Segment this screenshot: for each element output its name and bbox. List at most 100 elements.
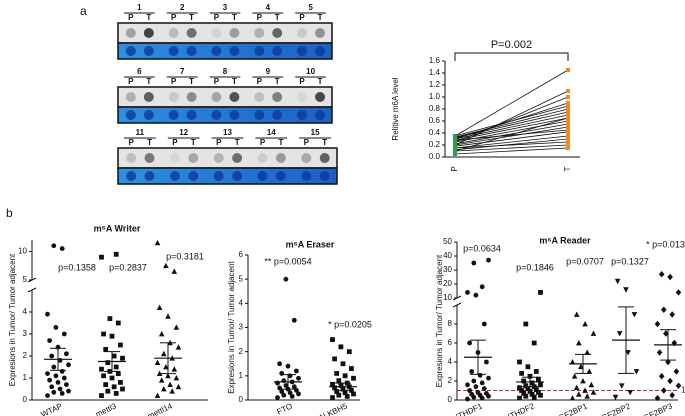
pair-line (454, 108, 569, 138)
data-point (118, 342, 123, 348)
x-tick-label: IGF2BP3 (640, 401, 674, 416)
y-tick-label: 10 (18, 247, 27, 256)
blot-dot (211, 46, 222, 56)
chart-title: m⁶A Writer (94, 223, 141, 233)
y-tick-label: 6 (239, 250, 244, 259)
data-point (61, 375, 67, 381)
blot-dot (315, 46, 326, 56)
pair-line (454, 141, 569, 149)
lane-label: T (147, 138, 152, 147)
lane-label: T (235, 138, 240, 147)
data-point (296, 375, 301, 381)
y-tick-label: 4 (448, 357, 453, 366)
data-point (525, 364, 531, 370)
data-point (633, 369, 640, 375)
blot-dot (213, 153, 224, 163)
pair-line (454, 69, 569, 137)
data-point (469, 369, 475, 374)
y-tick-label: 0.4 (429, 128, 441, 137)
data-point (533, 369, 539, 374)
blot-dot (126, 171, 137, 181)
data-point (344, 393, 350, 399)
blot-dot (254, 28, 265, 38)
data-point (113, 364, 119, 370)
y-tick-label: 5 (23, 275, 28, 284)
data-point (465, 290, 470, 295)
pair-line (454, 102, 569, 140)
sample-number: 1 (137, 3, 142, 12)
pair-line (454, 147, 569, 155)
data-point (167, 381, 173, 387)
data-point (285, 363, 291, 369)
data-point (566, 89, 570, 93)
chart-title: m⁶A Reader (539, 235, 591, 245)
blot-dot (125, 46, 136, 56)
data-point (465, 382, 470, 388)
y-tick-label: 1.6 (429, 56, 441, 65)
pair-line (454, 129, 569, 141)
blot-dot (229, 28, 240, 38)
y-tick-label: 2 (23, 351, 28, 360)
blot-dot (315, 28, 326, 38)
data-point (55, 380, 61, 385)
data-point (61, 331, 67, 337)
blot-dot (275, 171, 286, 181)
data-point (64, 351, 69, 357)
data-point (283, 383, 289, 388)
axis-break (27, 287, 37, 293)
data-point (281, 392, 287, 398)
sample-number: 5 (308, 3, 313, 12)
data-point (154, 359, 161, 365)
data-point (631, 312, 638, 318)
blot-dot (188, 171, 199, 181)
data-point (486, 375, 491, 381)
reference-label: 1 (681, 386, 685, 395)
blot-dot (126, 153, 137, 163)
blot-dot (186, 110, 197, 120)
p-value: p=0.3181 (166, 251, 204, 261)
x-tick-label: mettl3 (94, 401, 118, 416)
sample-number: 10 (306, 67, 315, 76)
x-tick-label: IGF2BP1 (555, 401, 589, 416)
data-point (171, 366, 178, 372)
blot-dot (125, 28, 136, 38)
blot-dot (125, 110, 136, 120)
data-point (175, 383, 182, 390)
data-point (573, 384, 580, 391)
blot-dot (297, 92, 308, 102)
y-tick-label: 8 (448, 319, 453, 328)
data-point (330, 337, 335, 342)
data-point (566, 113, 570, 117)
data-point (566, 143, 570, 147)
data-point (103, 382, 109, 387)
y-axis-label: Expresions in Tumor/ Tumor adjacent (227, 260, 236, 393)
data-point (469, 391, 475, 397)
sample-number: 6 (137, 67, 142, 76)
data-point (669, 392, 675, 399)
data-point (453, 138, 457, 143)
data-point (453, 152, 457, 156)
pair-line (454, 144, 569, 152)
data-point (453, 134, 457, 138)
p-value: * p=0.0136 (646, 239, 685, 249)
blot-dot (143, 46, 154, 56)
y-tick-label: 6 (448, 338, 453, 347)
sample-number: 13 (223, 128, 232, 137)
blot-dot (143, 92, 154, 102)
data-point (521, 378, 527, 384)
data-point (566, 125, 570, 129)
lane-label: P (171, 77, 177, 86)
data-point (473, 292, 479, 298)
lane-label: P (304, 138, 310, 147)
data-point (99, 254, 104, 260)
lane-label: P (171, 13, 177, 22)
blot-dot (143, 110, 154, 120)
data-point (101, 373, 106, 379)
lane-label: T (322, 138, 327, 147)
y-tick-label: 1.2 (429, 80, 441, 89)
blot-dot (272, 46, 283, 56)
y-tick-label: 0 (23, 395, 28, 404)
sample-number: 15 (311, 128, 320, 137)
data-point (661, 387, 667, 394)
lane-label: T (146, 13, 151, 22)
